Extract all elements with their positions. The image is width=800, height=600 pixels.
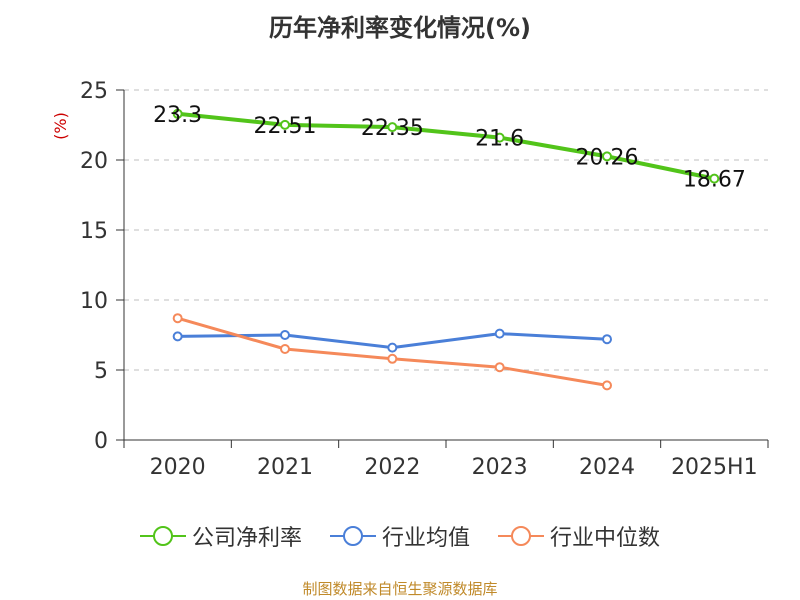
legend-item-company[interactable]: 公司净利率 (139, 520, 302, 552)
y-axis-label: (%) (51, 112, 70, 140)
source-footnote: 制图数据来自恒生聚源数据库 (302, 580, 498, 598)
data-point (172, 108, 183, 119)
data-point (280, 330, 290, 340)
x-tick-label: 2020 (150, 455, 206, 480)
legend-label: 公司净利率 (191, 526, 302, 551)
y-tick-label: 10 (80, 289, 108, 314)
data-point (172, 313, 183, 324)
y-tick-label: 0 (94, 429, 108, 454)
data-point (387, 342, 398, 353)
axes: 0 5 10 15 20 25 2020 2021 2022 2023 2024 2025H1 (80, 79, 769, 480)
legend-label: 行业均值 (381, 526, 470, 551)
data-point (280, 344, 290, 354)
x-tick-label: 2022 (364, 455, 420, 480)
legend-marker-icon (498, 526, 544, 546)
series-line (177, 111, 715, 181)
data-point (387, 353, 398, 364)
y-tick-label: 25 (80, 79, 108, 104)
legend-marker-icon (329, 526, 376, 546)
x-tick-label: 2023 (472, 455, 528, 480)
data-point (494, 362, 505, 373)
data-point (494, 132, 505, 143)
data-label: 18.67 (683, 168, 746, 193)
x-tick-label: 2024 (579, 455, 635, 480)
data-point (387, 122, 398, 133)
data-label: 22.51 (254, 114, 317, 139)
data-label: 21.6 (475, 127, 524, 152)
grid-lines (124, 89, 768, 371)
data-point (280, 119, 290, 130)
data-label: 22.35 (361, 116, 424, 141)
series (172, 108, 720, 391)
data-point (602, 380, 612, 391)
legend-item-industry-median[interactable]: 行业中位数 (498, 520, 660, 552)
chart-title: 历年净利率变化情况(%) (269, 14, 531, 42)
y-tick-label: 15 (80, 219, 108, 244)
data-labels: 23.3 22.51 22.35 21.6 20.26 18.67 (153, 103, 746, 193)
legend-marker-icon (139, 526, 186, 546)
x-tick-label: 2021 (257, 455, 313, 480)
data-label: 23.3 (153, 103, 202, 128)
data-point (602, 151, 612, 162)
legend: 公司净利率 行业均值 行业中位数 (0, 520, 800, 552)
x-tick-label: 2025H1 (671, 455, 758, 480)
data-point (172, 331, 183, 342)
data-point (709, 173, 720, 184)
data-point (602, 334, 612, 345)
y-tick-label: 5 (94, 359, 108, 384)
data-point (494, 328, 505, 339)
y-tick-label: 20 (80, 149, 108, 174)
legend-label: 行业中位数 (550, 526, 661, 551)
legend-item-industry-mean[interactable]: 行业均值 (329, 520, 470, 552)
data-label: 20.26 (576, 145, 639, 170)
